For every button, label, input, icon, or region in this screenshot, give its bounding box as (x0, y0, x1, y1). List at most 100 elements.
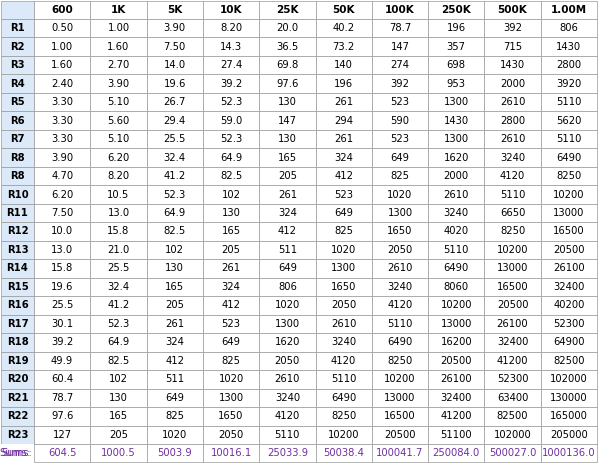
Text: 13000: 13000 (553, 208, 584, 218)
Bar (259, 204, 316, 222)
Bar (34, 351, 90, 370)
Bar (1, 278, 34, 296)
Text: 64.9: 64.9 (164, 208, 186, 218)
Text: 25.5: 25.5 (51, 300, 74, 310)
Bar (147, 278, 203, 296)
Text: R5: R5 (10, 97, 25, 107)
Bar (147, 222, 203, 241)
Bar (90, 407, 147, 425)
Bar (428, 241, 484, 259)
Bar (1, 1, 34, 19)
Text: 32400: 32400 (441, 393, 472, 403)
Text: 2000: 2000 (500, 79, 525, 89)
Bar (1, 56, 34, 75)
Bar (372, 112, 428, 130)
Text: 1300: 1300 (444, 97, 469, 107)
Bar (541, 370, 597, 388)
Bar (147, 112, 203, 130)
Bar (541, 19, 597, 38)
Bar (90, 351, 147, 370)
Bar (428, 259, 484, 278)
Bar (484, 241, 541, 259)
Text: 10200: 10200 (497, 245, 528, 255)
Text: 392: 392 (503, 23, 522, 33)
Bar (428, 222, 484, 241)
Text: R8: R8 (10, 171, 25, 181)
Text: 100041.7: 100041.7 (376, 448, 423, 458)
Text: 100K: 100K (385, 5, 415, 15)
Text: 1.00M: 1.00M (551, 5, 587, 15)
Text: 82.5: 82.5 (164, 226, 186, 237)
Text: 130: 130 (278, 134, 297, 144)
Text: 52.3: 52.3 (164, 189, 186, 200)
Text: 25K: 25K (276, 5, 298, 15)
Bar (259, 148, 316, 167)
Bar (372, 148, 428, 167)
Text: 10200: 10200 (328, 430, 359, 440)
Text: 5110: 5110 (388, 319, 413, 329)
Text: 5003.9: 5003.9 (157, 448, 192, 458)
Bar (316, 1, 372, 19)
Text: 8250: 8250 (331, 411, 356, 421)
Text: 8.20: 8.20 (108, 171, 130, 181)
Bar (316, 93, 372, 112)
Bar (1, 75, 34, 93)
Text: 97.6: 97.6 (276, 79, 298, 89)
Text: 78.7: 78.7 (389, 23, 411, 33)
Text: 5620: 5620 (556, 116, 581, 125)
Bar (90, 241, 147, 259)
Bar (147, 425, 203, 444)
Text: 698: 698 (447, 60, 466, 70)
Text: R4: R4 (10, 79, 25, 89)
Text: 73.2: 73.2 (332, 42, 355, 52)
Text: 165: 165 (109, 411, 128, 421)
Text: 6490: 6490 (444, 263, 469, 274)
Bar (428, 185, 484, 204)
Text: 130000: 130000 (550, 393, 588, 403)
Bar (203, 278, 259, 296)
Text: 3.90: 3.90 (51, 153, 73, 163)
Text: 4120: 4120 (331, 356, 356, 366)
Bar (372, 333, 428, 351)
Bar (259, 388, 316, 407)
Text: 1300: 1300 (444, 134, 469, 144)
Bar (372, 425, 428, 444)
Text: 1620: 1620 (274, 338, 300, 347)
Bar (1, 167, 34, 185)
Text: 16200: 16200 (441, 338, 472, 347)
Text: 60.4: 60.4 (51, 374, 73, 384)
Bar (1, 112, 34, 130)
Bar (259, 425, 316, 444)
Text: 3920: 3920 (556, 79, 581, 89)
Text: 1300: 1300 (331, 263, 356, 274)
Text: 324: 324 (334, 153, 353, 163)
Text: 25.5: 25.5 (107, 263, 130, 274)
Bar (484, 112, 541, 130)
Text: 8060: 8060 (444, 282, 469, 292)
Text: 30.1: 30.1 (51, 319, 73, 329)
Bar (203, 444, 259, 462)
Text: 10016.1: 10016.1 (210, 448, 252, 458)
Text: 511: 511 (165, 374, 184, 384)
Text: 13000: 13000 (441, 319, 472, 329)
Text: 3240: 3240 (500, 153, 525, 163)
Text: 196: 196 (447, 23, 466, 33)
Bar (316, 333, 372, 351)
Text: R8: R8 (10, 153, 25, 163)
Bar (372, 296, 428, 315)
Bar (428, 425, 484, 444)
Text: 7.50: 7.50 (164, 42, 186, 52)
Bar (541, 241, 597, 259)
Bar (484, 56, 541, 75)
Bar (316, 296, 372, 315)
Text: 1.60: 1.60 (51, 60, 74, 70)
Bar (34, 130, 90, 148)
Bar (203, 185, 259, 204)
Bar (147, 56, 203, 75)
Text: 6490: 6490 (331, 393, 356, 403)
Bar (203, 333, 259, 351)
Text: 16500: 16500 (497, 282, 529, 292)
Text: 102000: 102000 (550, 374, 588, 384)
Bar (1, 296, 34, 315)
Bar (316, 425, 372, 444)
